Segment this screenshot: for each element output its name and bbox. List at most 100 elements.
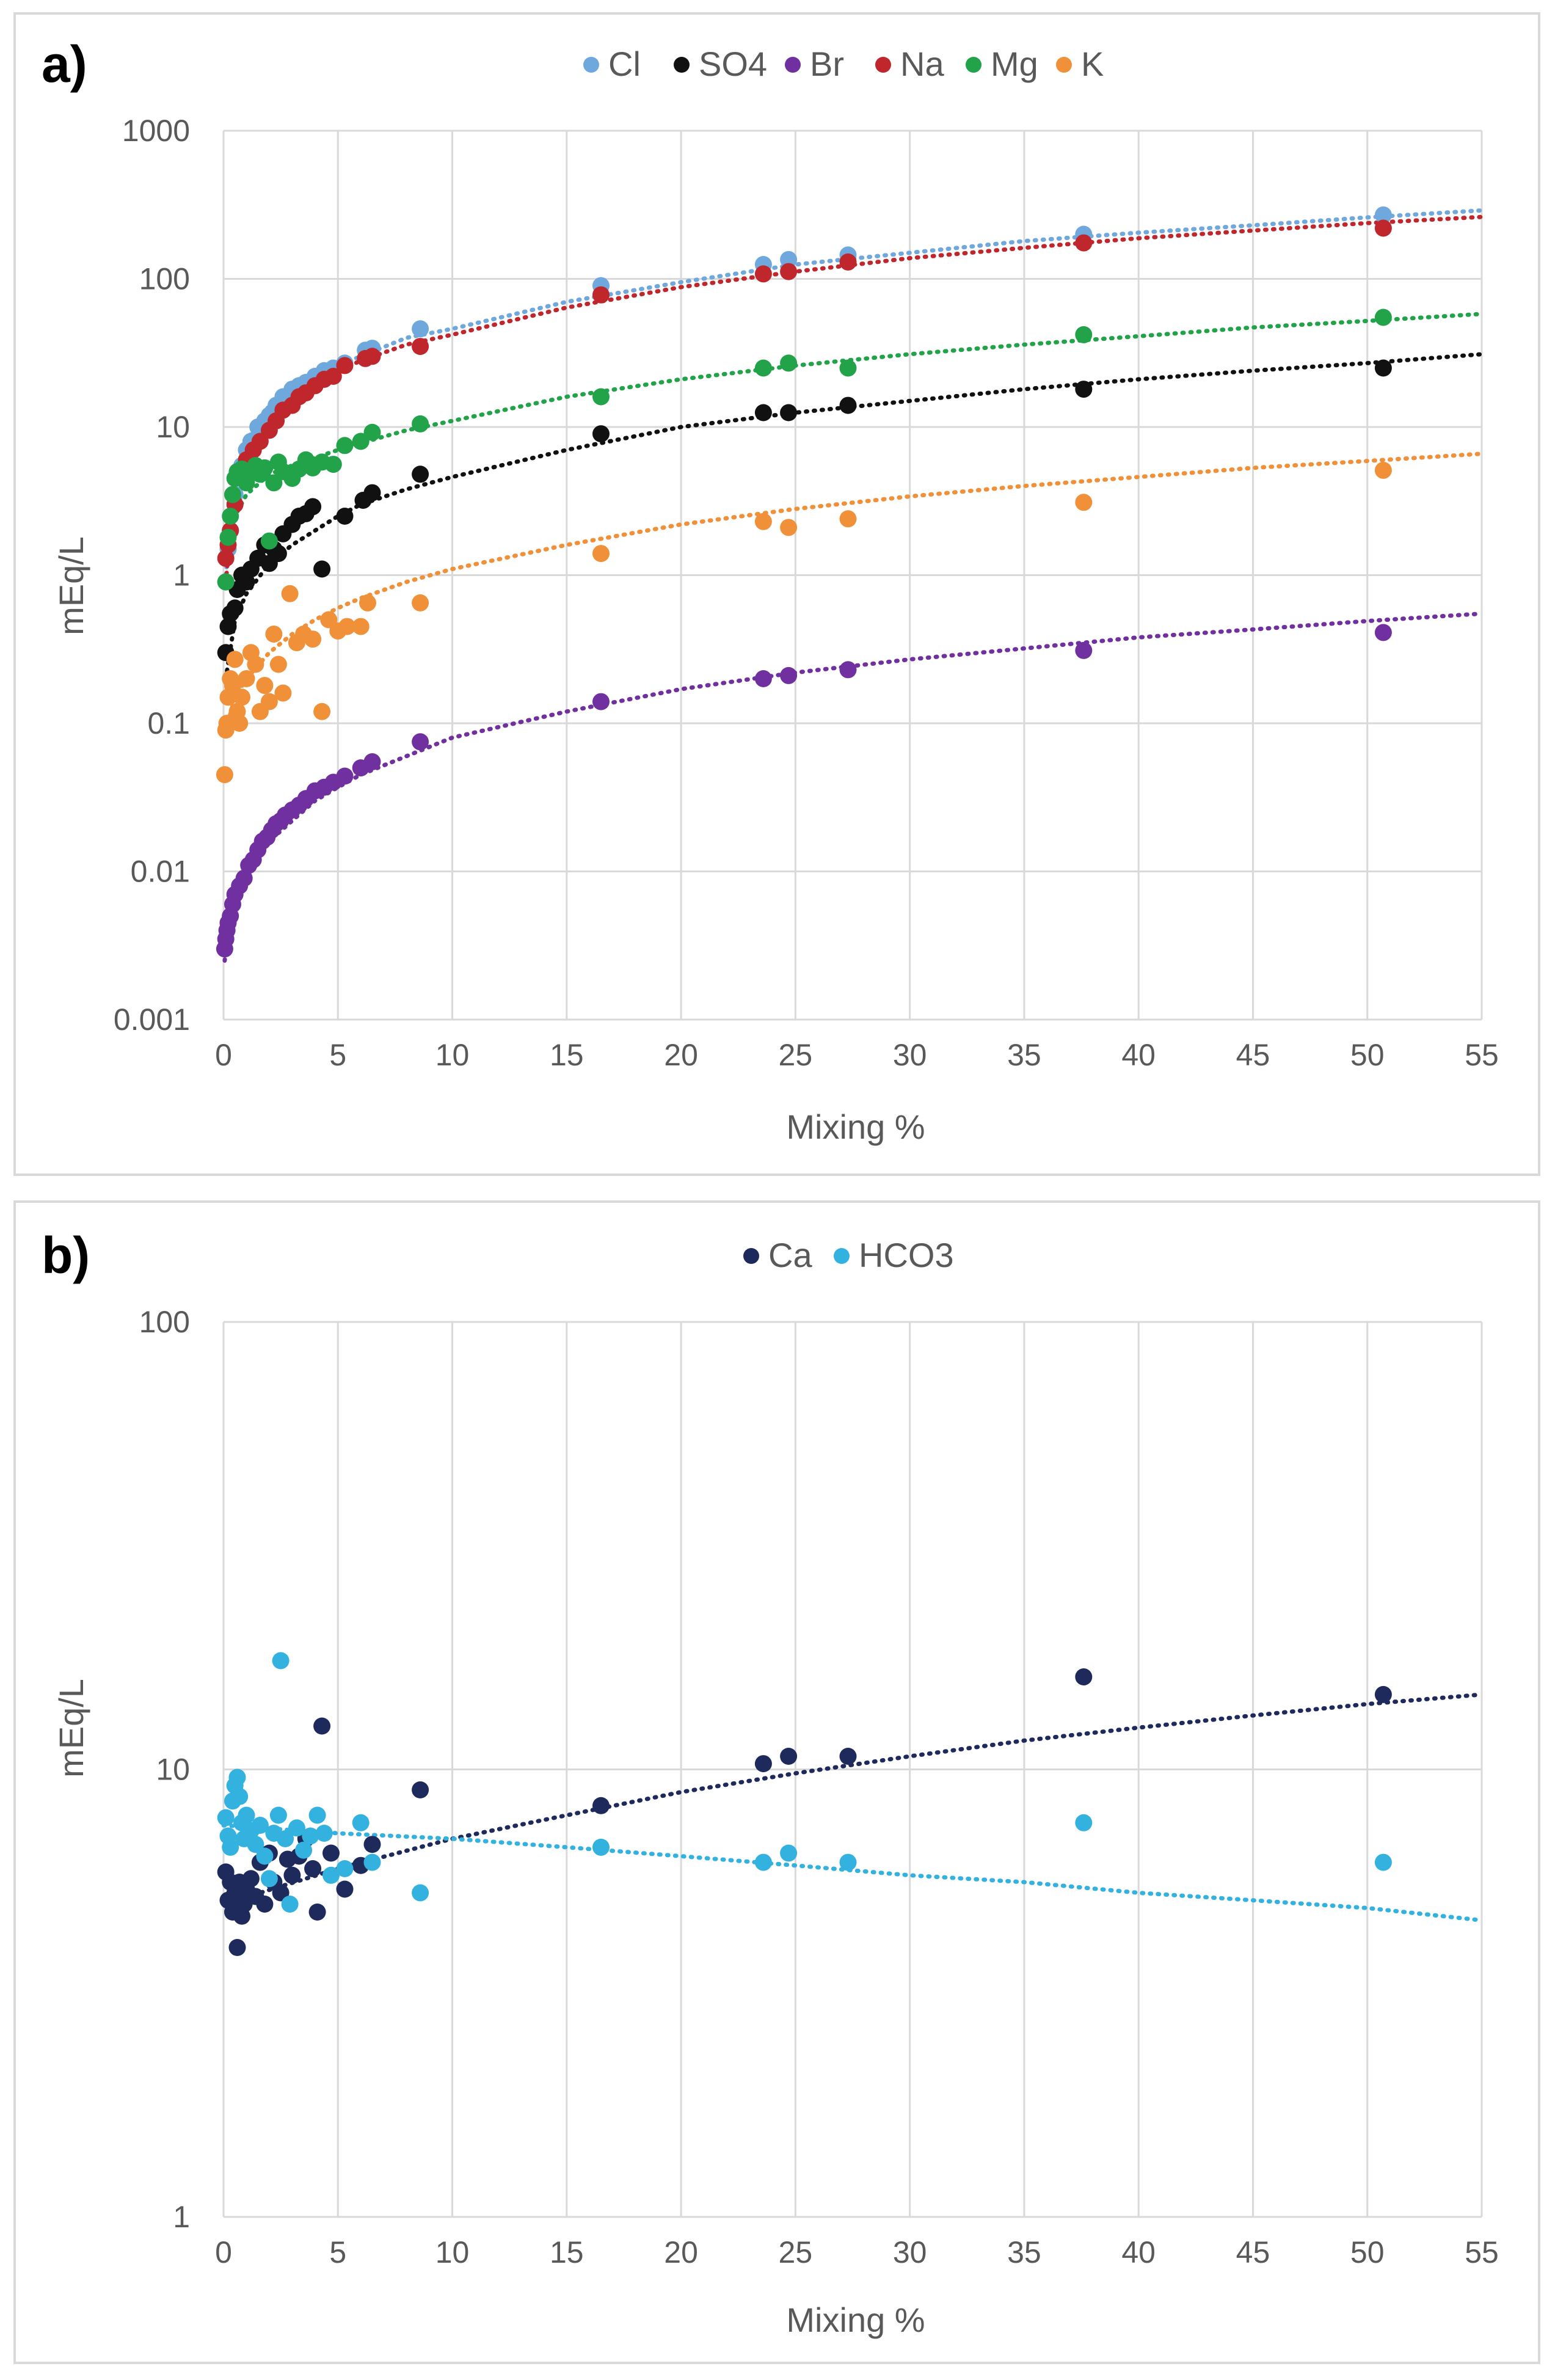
data-point-mg <box>217 573 235 591</box>
data-point-k <box>231 715 249 732</box>
trendlines-b <box>221 1692 1484 1922</box>
x-tick-label-a: 25 <box>779 1038 813 1072</box>
legend-marker-mg <box>966 57 981 73</box>
legend-marker-cl <box>583 57 599 73</box>
data-point-so4 <box>412 465 429 483</box>
data-point-ca <box>322 1844 340 1862</box>
data-point-so4 <box>219 618 237 635</box>
data-point-na <box>780 263 798 280</box>
data-point-ca <box>592 1797 610 1814</box>
data-point-so4 <box>304 498 322 516</box>
data-point-k <box>592 545 610 563</box>
data-point-hco3 <box>251 1817 269 1834</box>
data-point-k <box>1075 494 1093 511</box>
data-point-ca <box>304 1860 322 1877</box>
data-point-ca <box>308 1904 326 1921</box>
trendlines-a <box>222 208 1484 963</box>
data-point-so4 <box>839 396 857 414</box>
data-point-k <box>233 688 250 706</box>
x-tick-label-a: 35 <box>1007 1038 1041 1072</box>
data-point-hco3 <box>412 1884 429 1902</box>
x-tick-label-b: 30 <box>893 2235 927 2269</box>
data-point-mg <box>363 423 381 441</box>
x-tick-label-a: 50 <box>1350 1038 1385 1072</box>
data-point-hco3 <box>288 1819 305 1837</box>
chart-panel-a: 0 5 10 15 20 25 30 35 40 45 50 55 0.001 0.01 0.1 1 10 100… <box>13 12 1540 1176</box>
data-point-ca <box>283 1866 301 1884</box>
data-point-k <box>338 618 356 635</box>
data-point-hco3 <box>592 1838 610 1856</box>
data-point-hco3 <box>295 1841 313 1859</box>
data-point-so4 <box>1075 381 1093 398</box>
data-point-br <box>780 666 798 684</box>
data-point-k <box>352 618 370 635</box>
data-point-hco3 <box>754 1853 772 1871</box>
legend-label-br: Br <box>810 45 844 83</box>
data-point-so4 <box>336 508 354 525</box>
data-point-k <box>754 513 772 530</box>
data-point-k <box>256 677 274 695</box>
data-point-so4 <box>1374 359 1392 377</box>
data-point-ca <box>242 1870 260 1888</box>
data-point-cl <box>412 320 429 338</box>
data-point-so4 <box>754 404 772 422</box>
points-a <box>216 206 1392 958</box>
data-point-k <box>304 630 322 648</box>
data-point-k <box>274 684 292 702</box>
x-tick-label-a: 0 <box>215 1038 232 1072</box>
data-point-mg <box>336 437 354 454</box>
y-tick-label-a: 1000 <box>122 114 190 148</box>
data-point-mg <box>780 354 798 372</box>
x-tick-label-b: 15 <box>550 2235 584 2269</box>
axes-a: 0 5 10 15 20 25 30 35 40 45 50 55 0.001 0.01 0.1 1 10 100… <box>114 114 1499 1072</box>
data-point-hco3 <box>363 1853 381 1871</box>
data-point-hco3 <box>217 1809 235 1827</box>
data-point-ca <box>1075 1668 1093 1685</box>
y-tick-label-a: 0.1 <box>147 706 190 740</box>
data-point-ca <box>313 1717 331 1735</box>
panel-label-b: b) <box>42 1227 90 1284</box>
data-point-hco3 <box>238 1806 255 1824</box>
data-point-hco3 <box>247 1836 264 1853</box>
data-point-k <box>780 519 798 536</box>
data-point-na <box>839 253 857 271</box>
x-tick-label-b: 35 <box>1007 2235 1041 2269</box>
legend-marker-na <box>875 57 891 73</box>
x-tick-label-a: 40 <box>1121 1038 1156 1072</box>
y-tick-label-b: 100 <box>139 1305 190 1339</box>
data-point-so4 <box>313 560 331 578</box>
data-point-k <box>265 626 283 643</box>
legend-marker-br <box>785 57 801 73</box>
data-point-k <box>226 651 244 668</box>
data-point-mg <box>324 456 342 473</box>
data-point-na <box>1075 234 1093 252</box>
data-point-ca <box>754 1755 772 1773</box>
y-axis-title-b: mEq/L <box>52 1679 90 1778</box>
x-tick-label-b: 5 <box>329 2235 346 2269</box>
data-point-hco3 <box>272 1652 290 1670</box>
data-point-k <box>1374 461 1392 479</box>
x-tick-label-b: 20 <box>664 2235 698 2269</box>
data-point-k <box>218 715 236 732</box>
trendline-ca <box>221 1692 1484 1907</box>
data-point-na <box>336 357 354 374</box>
data-point-hco3 <box>1075 1814 1093 1831</box>
data-point-k <box>412 594 429 611</box>
data-point-ca <box>256 1896 274 1913</box>
x-tick-label-b: 0 <box>215 2235 232 2269</box>
x-tick-label-a: 45 <box>1236 1038 1270 1072</box>
data-point-so4 <box>269 545 287 563</box>
data-point-na <box>217 549 235 567</box>
data-point-br <box>363 753 381 770</box>
x-tick-label-b: 10 <box>435 2235 470 2269</box>
trendline-br <box>222 611 1484 963</box>
data-point-br <box>592 693 610 710</box>
data-point-cl <box>1374 206 1392 224</box>
data-point-k <box>359 594 376 611</box>
data-point-na <box>324 368 342 385</box>
data-point-mg <box>412 415 429 433</box>
y-tick-label-a: 10 <box>156 410 190 444</box>
data-point-mg <box>1075 326 1093 343</box>
data-point-ca <box>228 1939 246 1956</box>
chart-panel-b: 0 5 10 15 20 25 30 35 40 45 50 55 1 10 100 b) Ca HCO3 M… <box>13 1200 1540 2364</box>
